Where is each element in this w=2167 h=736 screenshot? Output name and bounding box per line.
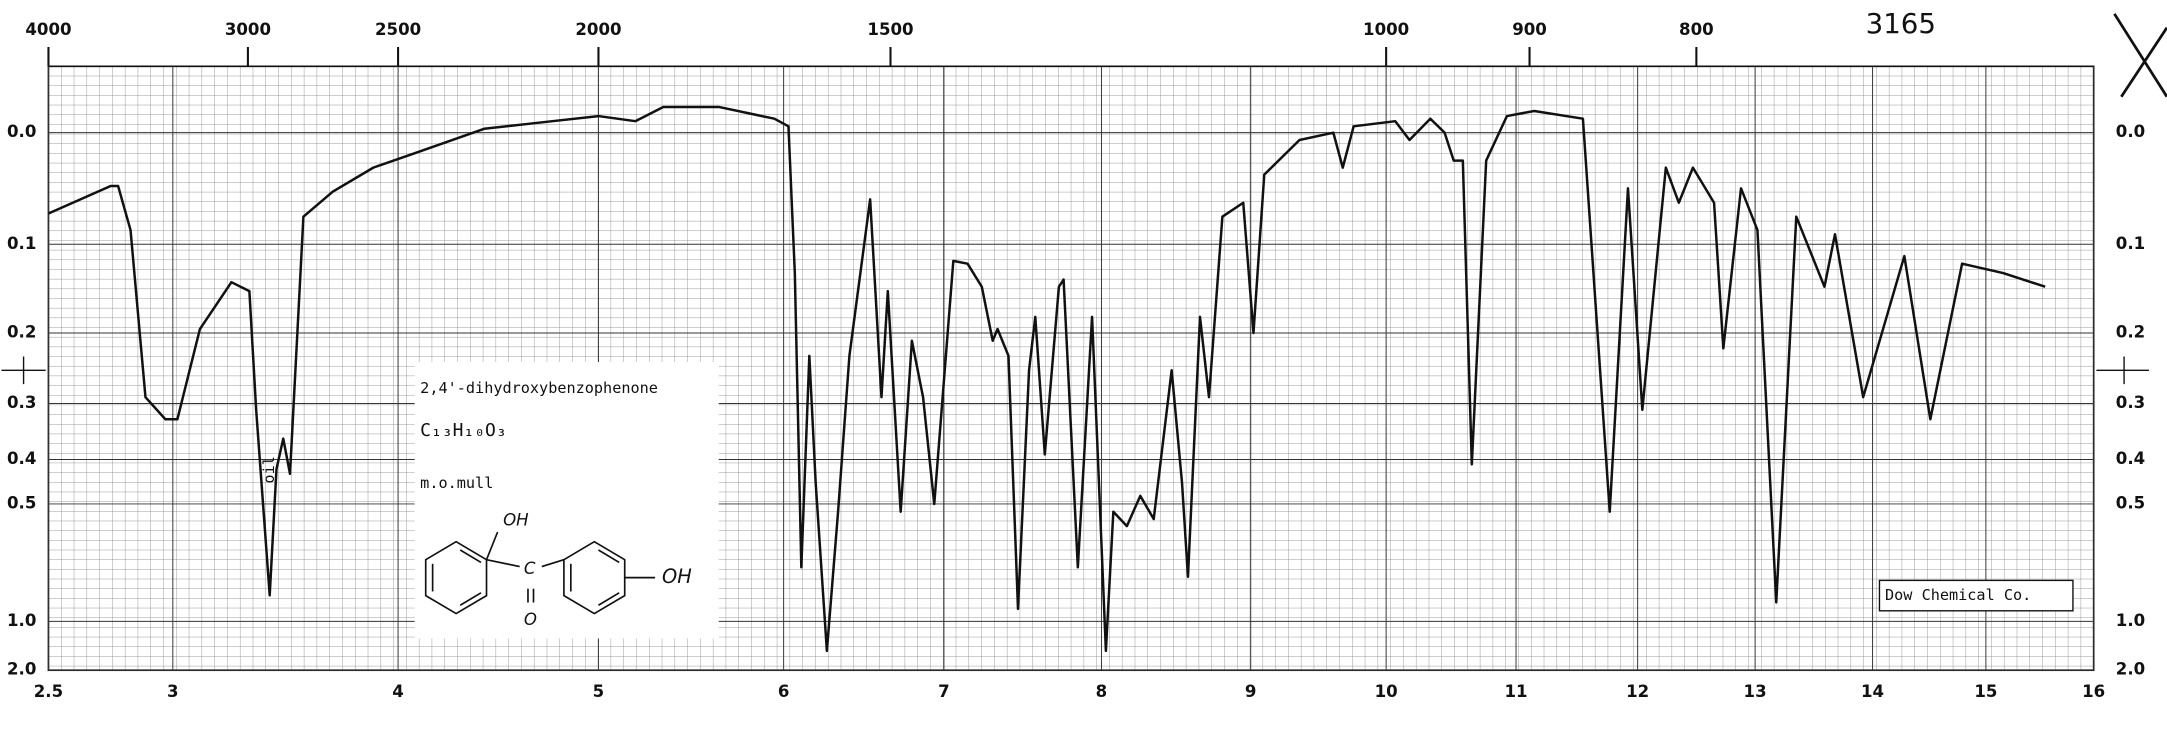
y-tick-label-right: 0.5	[2116, 493, 2145, 512]
x2-tick-label: 800	[1679, 20, 1714, 39]
y-tick-label: 0.0	[7, 122, 36, 141]
x-tick-label: 2.5	[34, 682, 63, 701]
spectrum-line	[47, 105, 2046, 653]
x-tick-label: 12	[1626, 682, 1649, 701]
y-tick-label: 0.4	[7, 449, 36, 468]
x-tick-label: 15	[1974, 682, 1997, 701]
x-tick-label: 13	[1744, 682, 1767, 701]
x2-tick-label: 1000	[1363, 20, 1409, 39]
source: Dow Chemical Co.	[1885, 586, 2031, 604]
y-tick-label-right: 0.3	[2116, 393, 2145, 412]
oil-label: oil	[260, 456, 278, 483]
x-tick-label: 9	[1245, 682, 1257, 701]
y-tick-label-right: 0.1	[2116, 234, 2145, 253]
structure-label: OH	[503, 510, 529, 529]
x2-tick-label: 1500	[867, 20, 913, 39]
y-tick-label-right: 2.0	[2116, 660, 2145, 679]
registration-mark	[1, 356, 2149, 385]
y-tick-label: 0.2	[7, 323, 36, 342]
y-tick-label-right: 1.0	[2116, 611, 2145, 630]
x-tick-label: 14	[1861, 682, 1884, 701]
x-tick-label: 7	[938, 682, 950, 701]
x2-tick-label: 2000	[575, 20, 621, 39]
x-tick-label: 4	[392, 682, 404, 701]
info-box	[414, 362, 719, 639]
x-tick-label: 11	[1504, 682, 1527, 701]
formula: C₁₃H₁₀O₃	[420, 420, 506, 441]
y-tick-label-right: 0.4	[2116, 449, 2145, 468]
x-tick-label: 10	[1375, 682, 1398, 701]
check-mark	[2113, 13, 2167, 98]
x2-tick-label: 2500	[375, 20, 421, 39]
x-tick-label: 3	[167, 682, 179, 701]
x-tick-label: 6	[778, 682, 790, 701]
y-tick-label: 0.1	[7, 234, 36, 253]
structure-label: O	[524, 610, 537, 629]
compound-name: 2,4'-dihydroxybenzophenone	[420, 379, 658, 397]
x-tick-label: 16	[2082, 682, 2105, 701]
structure-label: C	[524, 559, 536, 578]
x-tick-label: 5	[593, 682, 605, 701]
y-tick-label: 0.5	[7, 493, 36, 512]
plot: 2.5 3 4 5 6 7 8 9 10 11 12 13 14 15 16 4000 3000 2500 2000…	[7, 20, 2145, 701]
y-tick-label: 0.3	[7, 393, 36, 412]
x-tick-label: 8	[1096, 682, 1108, 701]
sample: m.o.mull	[420, 474, 493, 492]
paper-grid	[48, 66, 2094, 671]
y-tick-label-right: 0.2	[2116, 323, 2145, 342]
catalog-number: 3165	[1866, 7, 1936, 40]
x2-tick-label: 4000	[25, 20, 71, 39]
x2-tick-label: 3000	[225, 20, 271, 39]
y-tick-label: 1.0	[7, 611, 36, 630]
x2-tick-label: 900	[1512, 20, 1547, 39]
source-box	[1878, 579, 2074, 612]
y-tick-label-right: 0.0	[2116, 122, 2145, 141]
y-tick-label: 2.0	[7, 660, 36, 679]
structure-label: OH	[662, 565, 692, 588]
structure	[424, 531, 656, 615]
